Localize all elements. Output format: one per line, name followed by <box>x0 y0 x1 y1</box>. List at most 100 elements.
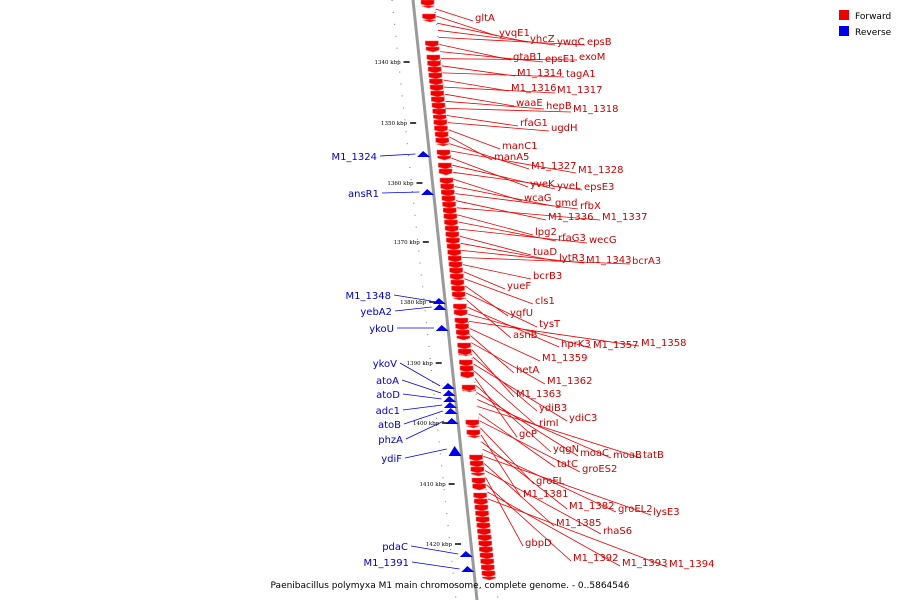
reverse-gene-arrow <box>448 446 462 456</box>
forward-gene-arrow <box>429 78 443 86</box>
gene-label-yeba2: yebA2 <box>360 307 392 318</box>
kbp-ticks: 1340 kbp 1350 kbp 1360 kbp 1370 kbp 1380 kbp… <box>374 60 462 548</box>
leader-line <box>440 58 578 61</box>
forward-gene-arrow <box>462 389 477 393</box>
gene-label-rfbx: rfbX <box>580 201 601 212</box>
forward-gene-arrow <box>460 371 474 379</box>
leader-line <box>449 143 530 170</box>
leader-line <box>452 164 556 190</box>
leader-line <box>453 171 583 191</box>
forward-gene-arrow <box>480 564 495 572</box>
leader-line <box>441 65 516 77</box>
forward-gene-arrow <box>420 0 435 7</box>
forward-gene-arrow <box>444 219 458 227</box>
gene-label-m1-1385: M1_1385 <box>556 518 601 529</box>
gene-label-bcrb3: bcrB3 <box>533 271 562 282</box>
leader-line <box>468 313 592 349</box>
leader-line <box>399 362 441 387</box>
forward-gene-arrow <box>430 90 445 98</box>
reverse-gene-arrow <box>442 390 456 396</box>
tick-label: 1370 kbp <box>394 240 421 246</box>
gene-label-m1-1328: M1_1328 <box>578 165 623 176</box>
reverse-gene-arrow <box>417 151 431 157</box>
gene-label-gbpd: gbpD <box>525 538 552 549</box>
forward-gene-arrow <box>479 546 493 554</box>
reverse-gene-arrow <box>443 396 457 402</box>
gene-label-asnb: asnB <box>513 330 538 341</box>
forward-gene-arrow <box>452 297 466 301</box>
leader-line <box>463 271 506 290</box>
leader-line <box>483 455 652 516</box>
forward-gene-arrow <box>429 84 444 92</box>
forward-gene-arrow <box>453 309 468 317</box>
leader-line <box>473 363 568 422</box>
gene-label-m1-1363: M1_1363 <box>516 389 561 400</box>
forward-gene-arrow <box>457 342 471 350</box>
leader-line <box>446 115 519 127</box>
gene-label-m1-1394: M1_1394 <box>669 559 714 570</box>
gene-label-yvqe1: yvqE1 <box>499 28 530 39</box>
forward-gene-arrow <box>431 96 445 104</box>
leader-line <box>483 463 555 527</box>
gene-label-exom: exoM <box>579 52 605 63</box>
forward-gene-arrow <box>475 510 489 518</box>
forward-gene-arrow <box>440 189 455 197</box>
forward-gene-arrow <box>438 162 452 170</box>
forward-gene-arrow <box>471 472 485 477</box>
leader-line <box>486 484 572 562</box>
forward-gene-arrow <box>445 231 460 239</box>
leader-line <box>404 448 447 459</box>
leader-line <box>478 413 556 468</box>
leader-line <box>454 186 554 207</box>
forward-gene-arrow <box>443 213 458 221</box>
forward-gene-arrow <box>434 125 448 133</box>
forward-gene-arrow <box>473 492 487 500</box>
gene-label-m1-1314: M1_1314 <box>517 68 562 79</box>
gene-label-m1-1393: M1_1393 <box>622 558 667 569</box>
forward-gene-arrow <box>448 255 462 263</box>
leader-line <box>456 207 601 221</box>
forward-gene-arrow <box>422 13 436 21</box>
leader-line <box>479 420 581 473</box>
leader-line <box>477 399 612 459</box>
legend-forward-label: Forward <box>855 12 891 22</box>
gene-label-bcra3: bcrA3 <box>632 256 661 267</box>
gene-label-m1-1318: M1_1318 <box>573 104 618 115</box>
forward-gene-arrow <box>449 267 463 275</box>
gene-label-m1-1324: M1_1324 <box>332 152 377 163</box>
gene-label-mana5: manA5 <box>494 152 529 163</box>
forward-gene-arrow <box>479 552 494 560</box>
leader-line <box>462 257 631 265</box>
forward-gene-arrow <box>466 429 481 437</box>
leader-line <box>436 15 498 37</box>
gene-label-lyse3: lysE3 <box>653 507 680 518</box>
gene-label-m1-1392: M1_1392 <box>573 553 618 564</box>
forward-gene-arrow <box>447 249 461 257</box>
forward-gene-arrow <box>467 435 481 439</box>
gene-label-epse3: epsE3 <box>584 182 614 193</box>
forward-gene-arrow <box>442 201 456 209</box>
gene-label-yuef: yueF <box>507 281 531 292</box>
leader-line <box>461 250 585 264</box>
gene-features <box>417 0 496 581</box>
tick-label: 1420 kbp <box>426 542 453 548</box>
gene-label-yvel: yveL <box>557 181 581 192</box>
tick-label: 1340 kbp <box>374 60 401 66</box>
forward-gene-arrow <box>455 329 470 337</box>
forward-gene-arrow <box>459 365 474 373</box>
leader-line <box>486 491 621 567</box>
gene-label-yqfu: yqfU <box>510 308 533 319</box>
leader-line <box>444 93 515 107</box>
tick-label: 1350 kbp <box>381 121 408 127</box>
gene-label-ykou: ykoU <box>369 324 394 335</box>
forward-gene-arrow <box>428 72 443 80</box>
tick-label: 1390 kbp <box>407 361 434 367</box>
forward-gene-arrow <box>448 261 463 269</box>
reverse-gene-arrow <box>432 298 446 304</box>
forward-gene-arrow <box>482 576 496 581</box>
leader-line <box>475 385 552 453</box>
forward-gene-arrow <box>470 466 485 474</box>
forward-gene-arrow <box>442 207 457 215</box>
forward-gene-arrow <box>461 384 476 392</box>
